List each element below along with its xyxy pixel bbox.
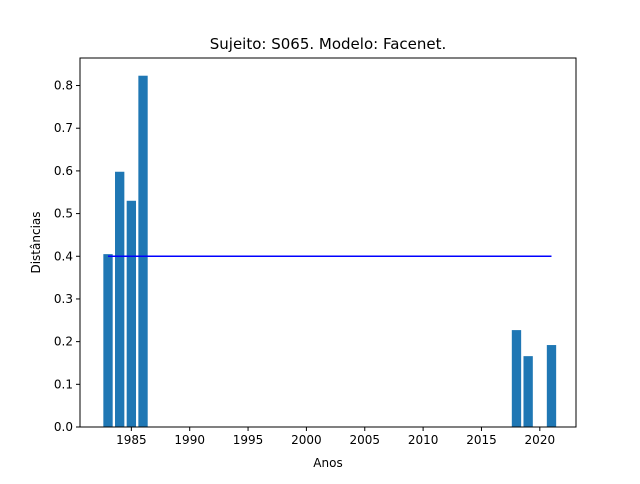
bar-1983 bbox=[103, 254, 113, 427]
x-tick-label: 2005 bbox=[349, 433, 380, 447]
y-tick-label: 0.7 bbox=[54, 121, 73, 135]
x-tick-label: 2020 bbox=[525, 433, 556, 447]
y-tick-label: 0.0 bbox=[54, 420, 73, 434]
x-axis-label: Anos bbox=[313, 456, 342, 470]
y-tick-label: 0.2 bbox=[54, 335, 73, 349]
chart-title: Sujeito: S065. Modelo: Facenet. bbox=[210, 35, 447, 53]
bar-1985 bbox=[126, 200, 137, 427]
x-tick-label: 1985 bbox=[116, 433, 147, 447]
x-tick-label: 1990 bbox=[174, 433, 205, 447]
plot-frame bbox=[79, 57, 577, 428]
y-tick-label: 0.5 bbox=[54, 207, 73, 221]
y-tick-label: 0.8 bbox=[54, 79, 73, 93]
bars-group bbox=[103, 75, 557, 427]
y-axis-ticks: 0.0 0.1 0.2 0.3 0.4 0.5 0.6 0.7 0.8 bbox=[54, 79, 80, 434]
y-axis-label: Distâncias bbox=[29, 211, 43, 273]
x-tick-label: 1995 bbox=[233, 433, 264, 447]
bar-2018 bbox=[511, 330, 522, 427]
x-tick-label: 2015 bbox=[466, 433, 497, 447]
y-tick-label: 0.6 bbox=[54, 164, 73, 178]
x-axis-ticks: 1985 1990 1995 2000 2005 2010 2015 2020 bbox=[116, 427, 555, 447]
y-tick-label: 0.3 bbox=[54, 292, 73, 306]
x-tick-label: 2010 bbox=[408, 433, 439, 447]
bar-2021 bbox=[546, 345, 557, 427]
y-tick-label: 0.1 bbox=[54, 377, 73, 391]
bar-1984 bbox=[115, 171, 125, 427]
bar-2019 bbox=[523, 356, 533, 427]
y-tick-label: 0.4 bbox=[54, 249, 73, 263]
x-tick-label: 2000 bbox=[291, 433, 322, 447]
bar-1986 bbox=[138, 75, 148, 427]
